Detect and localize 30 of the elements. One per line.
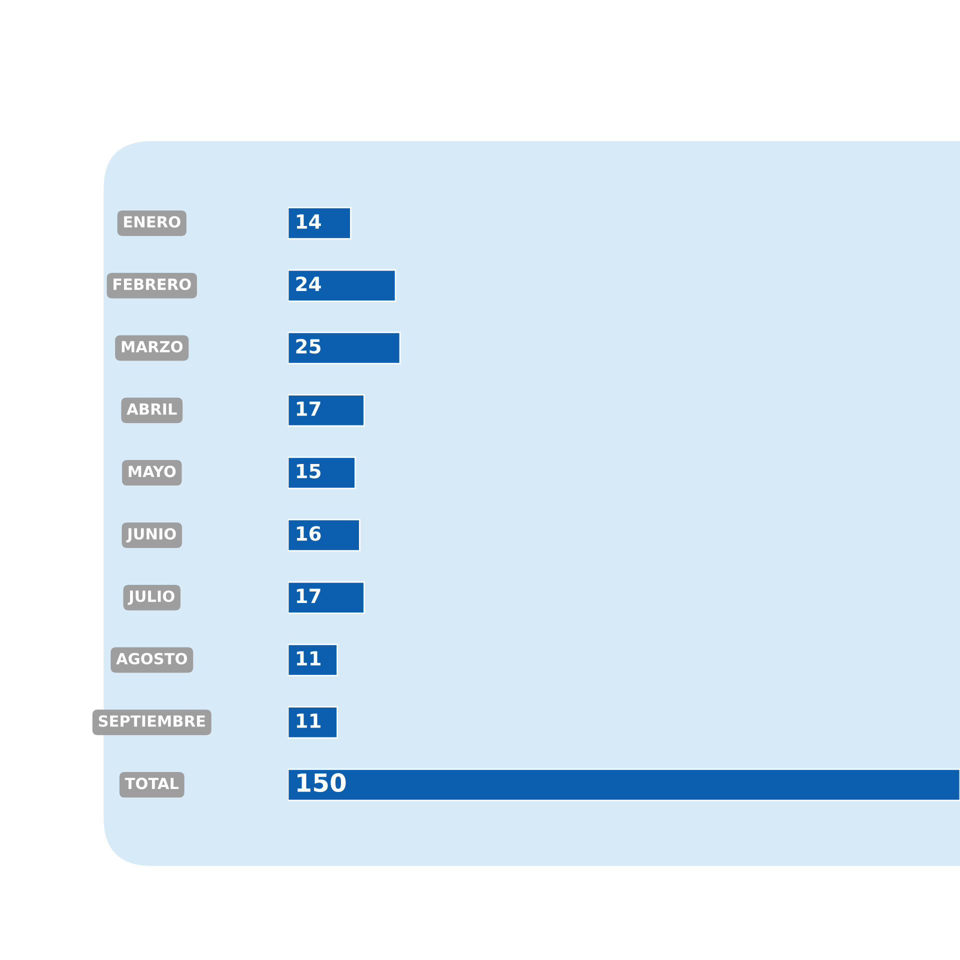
data-label: 25 (296, 338, 320, 354)
y-tick-label: SEPTIEMBRE (98, 715, 205, 727)
data-label: 16 (296, 526, 321, 541)
bar (288, 581, 365, 614)
y-tick-label: ENERO (124, 216, 180, 228)
bar (288, 394, 365, 427)
data-label: 17 (296, 402, 320, 416)
bar (288, 644, 338, 676)
data-label: 150 (298, 773, 346, 792)
y-tick-label: JULIO (128, 590, 174, 605)
bar (288, 706, 338, 739)
bar (288, 332, 401, 364)
data-label: 24 (296, 276, 321, 291)
y-tick-label: ABRIL (126, 403, 177, 415)
data-label: 17 (296, 588, 320, 603)
bar (288, 206, 352, 240)
bar (288, 269, 396, 302)
data-label: 15 (296, 464, 320, 478)
bar (288, 456, 356, 490)
bar (288, 518, 360, 552)
data-label: 11 (296, 714, 320, 728)
y-tick-label: AGOSTO (116, 652, 187, 664)
y-tick-label: JUNIO (126, 528, 176, 542)
y-tick-label: MARZO (122, 340, 183, 352)
data-label: 14 (296, 214, 321, 229)
y-tick-label: FEBRERO (114, 278, 191, 290)
y-tick-label: TOTAL (124, 778, 179, 790)
data-label: 11 (296, 651, 320, 666)
y-tick-label: MAYO (128, 466, 176, 478)
bar (288, 768, 960, 802)
